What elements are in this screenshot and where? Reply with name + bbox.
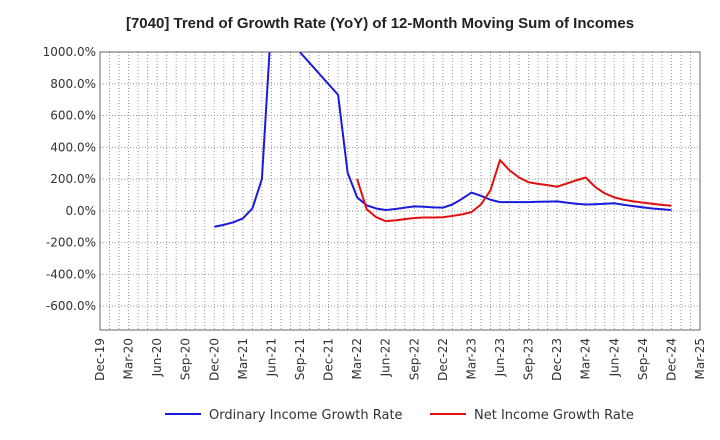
x-tick-label: Sep-21: [293, 338, 307, 380]
series-line-1: [214, 52, 672, 228]
legend: Ordinary Income Growth Rate Net Income Gr…: [165, 408, 634, 423]
grid: [100, 51, 700, 330]
y-tick-label: -200.0%: [46, 236, 96, 250]
y-tick-label: 200.0%: [50, 172, 96, 186]
chart-title: [7040] Trend of Growth Rate (YoY) of 12-…: [126, 15, 634, 32]
y-tick-label: 1000.0%: [43, 45, 96, 59]
x-tick-label: Dec-19: [93, 338, 107, 381]
x-tick-label: Dec-23: [550, 338, 564, 381]
plot-frame: [99, 51, 701, 331]
series-lines: [214, 52, 672, 228]
y-tick-label: -400.0%: [46, 267, 96, 281]
x-tick-label: Jun-22: [379, 338, 393, 377]
x-tick-label: Sep-23: [522, 338, 536, 380]
x-tick-label: Mar-22: [350, 338, 364, 379]
x-tick-label: Sep-24: [636, 338, 650, 380]
x-tick-label: Sep-22: [407, 338, 421, 380]
legend-label-2: Net Income Growth Rate: [474, 408, 634, 423]
x-tick-label: Mar-25: [693, 338, 707, 379]
x-tick-label: Mar-23: [464, 338, 478, 379]
x-tick-label: Mar-24: [579, 338, 593, 379]
x-tick-label: Sep-20: [179, 338, 193, 380]
y-tick-label: -600.0%: [46, 299, 96, 313]
y-tick-label: 600.0%: [50, 109, 96, 123]
y-tick-label: 400.0%: [50, 140, 96, 154]
y-tick-label: 800.0%: [50, 77, 96, 91]
x-tick-label: Jun-21: [264, 338, 278, 377]
series-line-2: [356, 159, 672, 223]
x-tick-label: Mar-20: [122, 338, 136, 379]
x-tick-label: Dec-22: [436, 338, 450, 381]
x-tick-label: Mar-21: [236, 338, 250, 379]
x-tick-label: Dec-24: [664, 338, 678, 381]
x-tick-label: Jun-24: [607, 338, 621, 377]
legend-label-1: Ordinary Income Growth Rate: [209, 408, 403, 423]
x-tick-label: Dec-20: [207, 338, 221, 381]
x-axis-ticks: Dec-19 Mar-20 Jun-20 Sep-20 Dec-20 Mar-21 Jun-…: [93, 338, 707, 381]
x-tick-label: Dec-21: [322, 338, 336, 381]
x-tick-label: Jun-20: [150, 338, 164, 377]
x-tick-label: Jun-23: [493, 338, 507, 377]
y-tick-label: 0.0%: [66, 204, 97, 218]
y-axis-ticks: 1000.0% 800.0% 600.0% 400.0% 200.0% 0.0% -200.…: [43, 45, 96, 313]
